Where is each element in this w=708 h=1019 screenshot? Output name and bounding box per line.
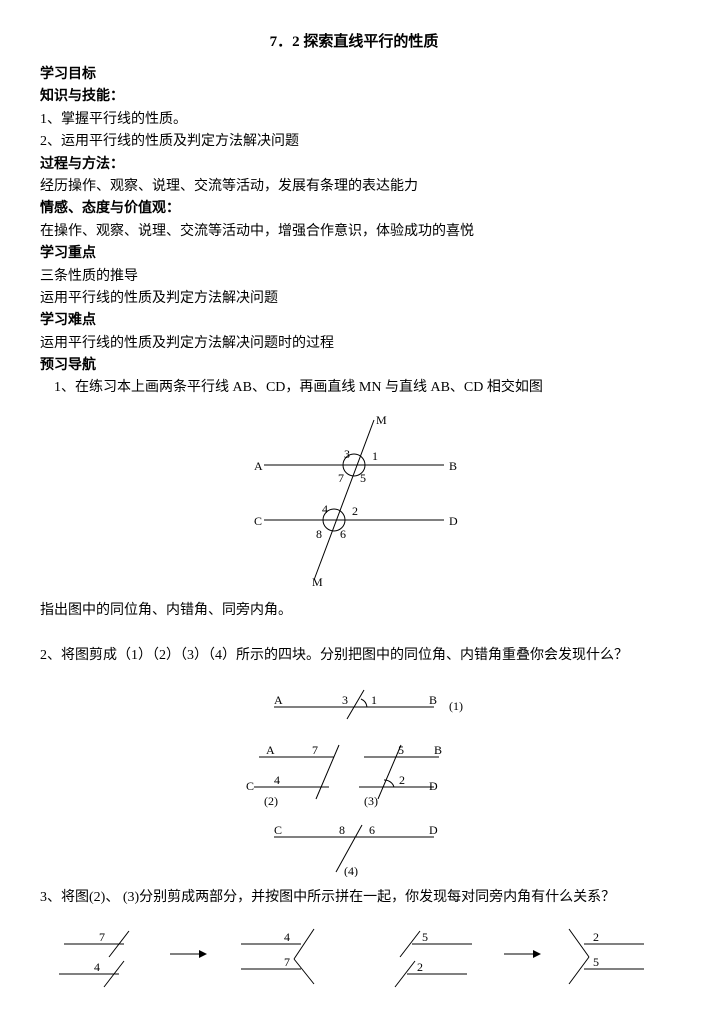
label-8: 8 — [316, 527, 322, 541]
page-title: 7．2 探索直线平行的性质 — [40, 30, 668, 54]
label-2c: 2 — [417, 960, 423, 974]
label-A2: A — [266, 743, 275, 757]
label-n8: 8 — [339, 823, 345, 837]
label-A: A — [254, 459, 263, 473]
label-n6: 6 — [369, 823, 375, 837]
arrow-icon — [501, 944, 541, 964]
label-D: D — [449, 514, 458, 528]
label-C4: C — [274, 823, 282, 837]
figure-3d: 2 5 — [559, 919, 659, 989]
label-p3: (3) — [364, 794, 378, 808]
label-n5: 5 — [398, 743, 404, 757]
heading-knowledge: 知识与技能： — [40, 86, 668, 108]
heading-keypoint: 学习重点 — [40, 243, 668, 265]
label-n3: 3 — [342, 693, 348, 707]
label-n7: 7 — [312, 743, 318, 757]
text-line: 1、掌握平行线的性质。 — [40, 109, 668, 131]
text-line: 运用平行线的性质及判定方法解决问题时的过程 — [40, 333, 668, 355]
label-n4: 4 — [274, 773, 280, 787]
label-6: 6 — [340, 527, 346, 541]
label-C: C — [254, 514, 262, 528]
question-1-after: 指出图中的同位角、内错角、同旁内角。 — [40, 600, 668, 622]
text-line: 运用平行线的性质及判定方法解决问题 — [40, 288, 668, 310]
label-M-bot: M — [312, 575, 323, 589]
label-7b: 7 — [284, 955, 290, 969]
label-p2: (2) — [264, 794, 278, 808]
heading-process: 过程与方法： — [40, 154, 668, 176]
label-B2: B — [434, 743, 442, 757]
label-7: 7 — [338, 471, 344, 485]
label-2d: 2 — [593, 930, 599, 944]
label-2: 2 — [352, 504, 358, 518]
label-1: 1 — [372, 449, 378, 463]
arrow-icon — [167, 944, 207, 964]
question-2: 2、将图剪成（1）（2）（3）（4）所示的四块。分别把图中的同位角、内错角重叠你… — [40, 645, 668, 667]
label-D4: D — [429, 823, 438, 837]
label-5d: 5 — [593, 955, 599, 969]
label-5: 5 — [360, 471, 366, 485]
text-line: 2、运用平行线的性质及判定方法解决问题 — [40, 131, 668, 153]
label-5c: 5 — [422, 930, 428, 944]
label-p1: (1) — [449, 699, 463, 713]
label-n1: 1 — [371, 693, 377, 707]
label-C2: C — [246, 779, 254, 793]
label-B: B — [449, 459, 457, 473]
heading-difficulty: 学习难点 — [40, 310, 668, 332]
question-1: 1、在练习本上画两条平行线 AB、CD，再画直线 MN 与直线 AB、CD 相交… — [40, 377, 668, 399]
label-3: 3 — [344, 447, 350, 461]
figure-3c: 5 2 — [382, 919, 482, 989]
label-4b: 4 — [284, 930, 290, 944]
label-4a: 4 — [94, 960, 100, 974]
label-n2: 2 — [399, 773, 405, 787]
text-line: 在操作、观察、说理、交流等活动中，增强合作意识，体验成功的喜悦 — [40, 221, 668, 243]
figure-3a: 7 4 — [49, 919, 149, 989]
question-3: 3、将图(2)、 (3)分别剪成两部分，并按图中所示拼在一起，你发现每对同旁内角… — [40, 887, 668, 909]
text-line: 经历操作、观察、说理、交流等活动，发展有条理的表达能力 — [40, 176, 668, 198]
label-B1: B — [429, 693, 437, 707]
figure-2: A B 3 1 (1) A 7 5 B C 4 2 D (2) (3) C D … — [204, 677, 504, 877]
heading-goal: 学习目标 — [40, 64, 668, 86]
label-M-top: M — [376, 413, 387, 427]
figure-3-row: 7 4 4 7 5 2 — [40, 919, 668, 989]
figure-1: M M A B C D 3 1 7 5 4 2 8 6 — [204, 410, 504, 590]
label-p4: (4) — [344, 864, 358, 877]
label-A1: A — [274, 693, 283, 707]
label-D2: D — [429, 779, 438, 793]
heading-attitude: 情感、态度与价值观： — [40, 198, 668, 220]
text-line: 三条性质的推导 — [40, 266, 668, 288]
label-4: 4 — [322, 502, 328, 516]
figure-3b: 4 7 — [226, 919, 326, 989]
heading-preview: 预习导航 — [40, 355, 668, 377]
label-7a: 7 — [99, 930, 105, 944]
